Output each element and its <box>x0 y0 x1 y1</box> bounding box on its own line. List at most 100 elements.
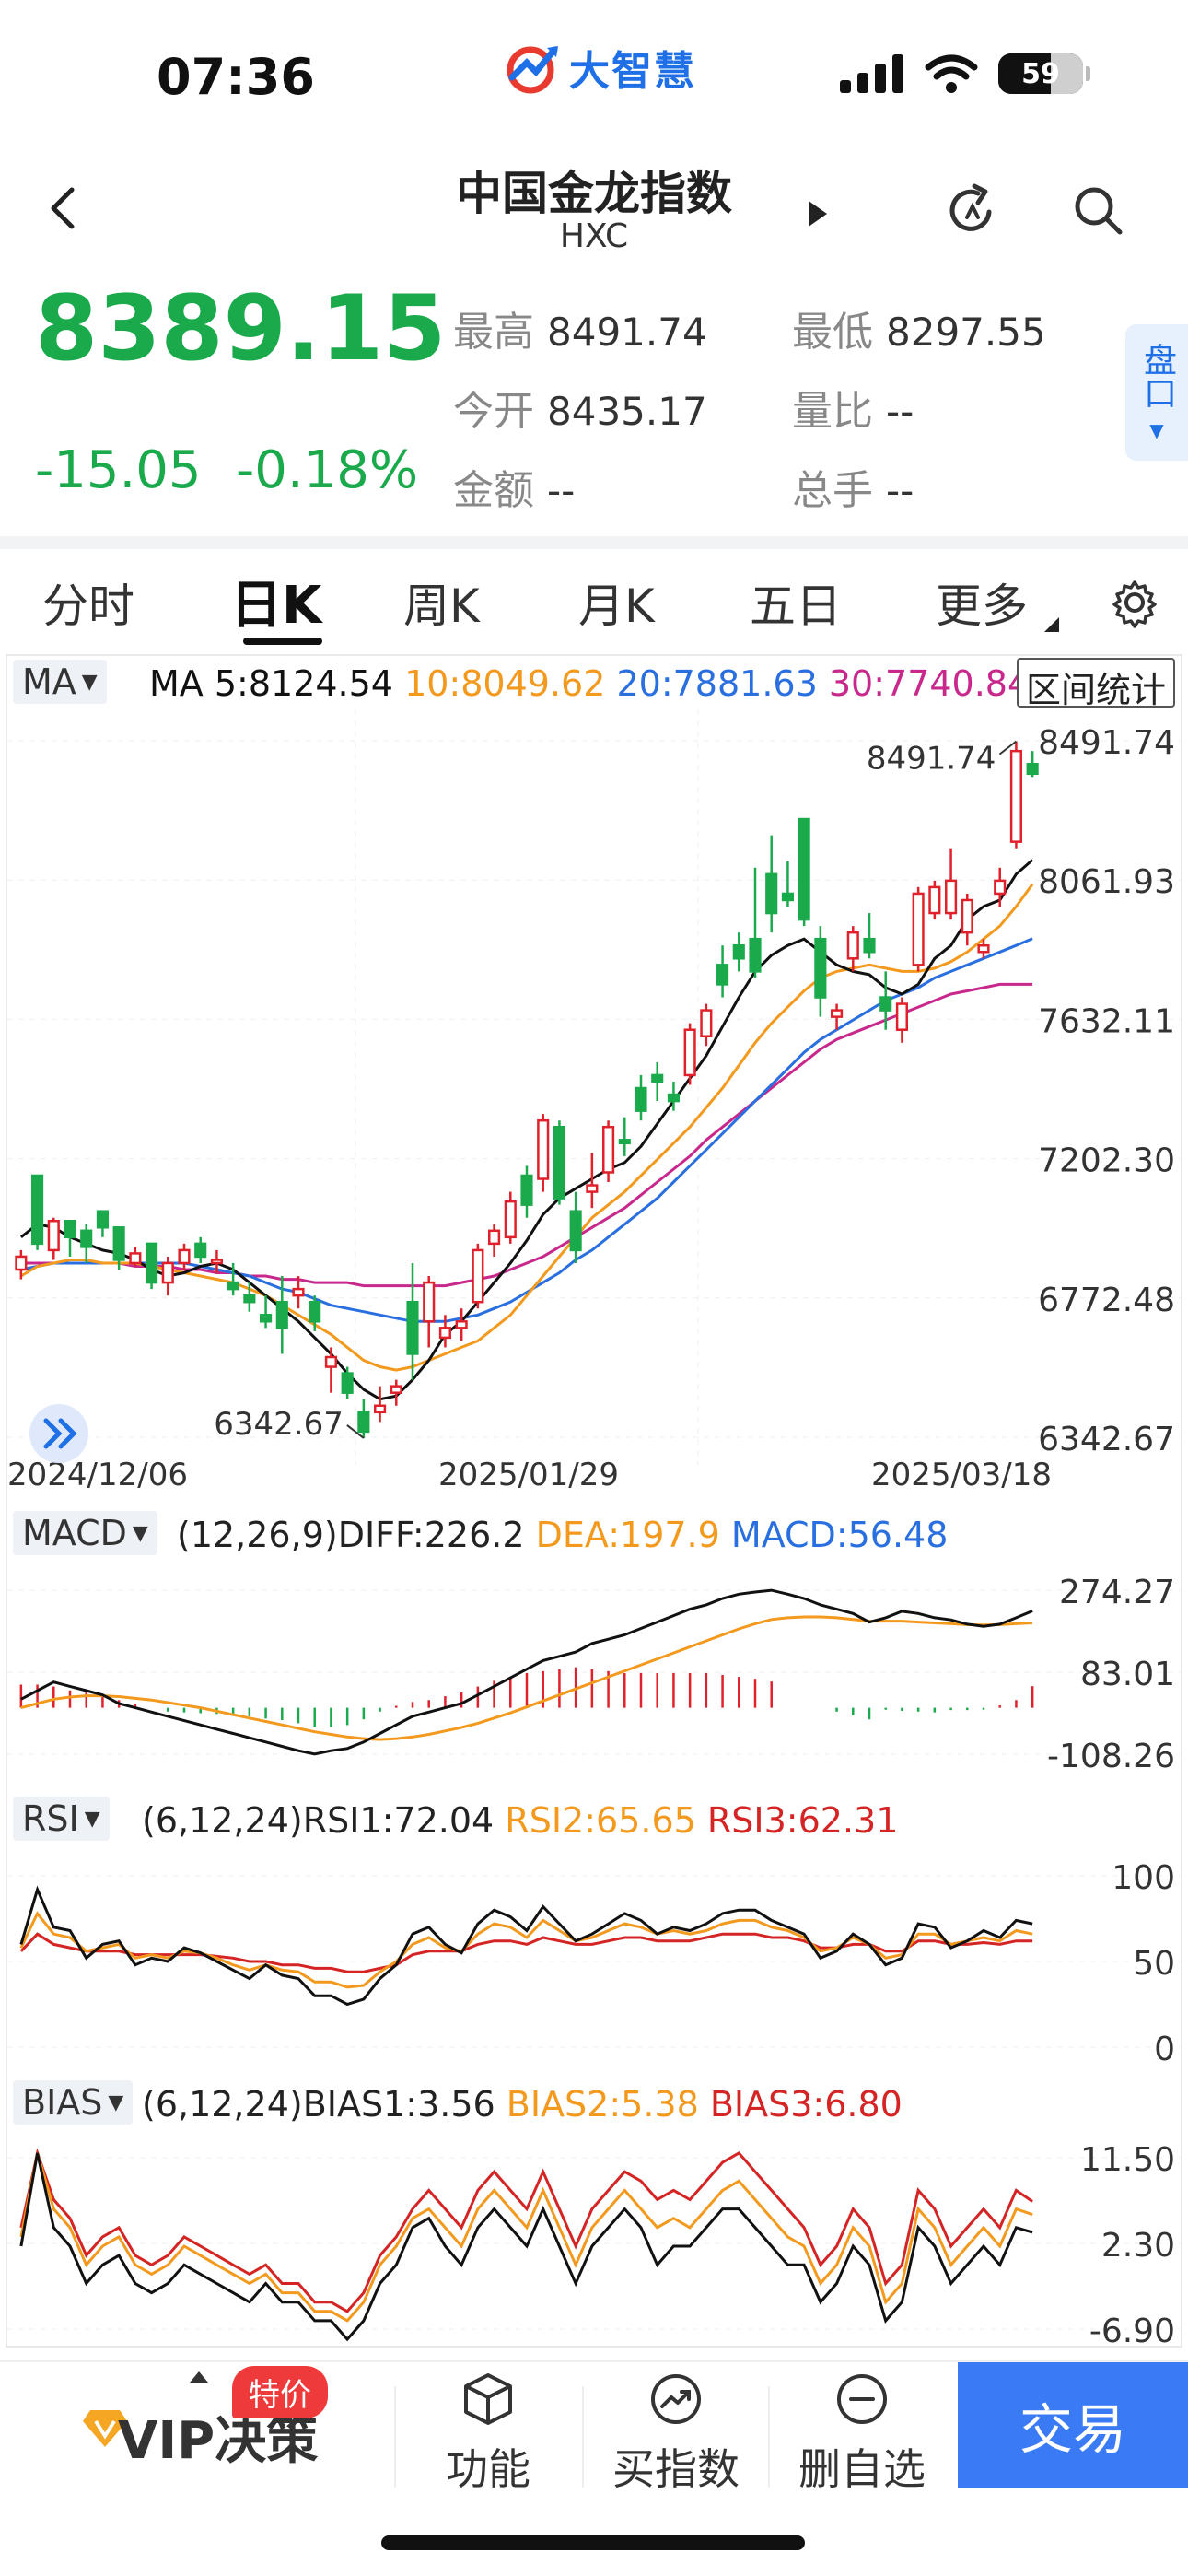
bottom-separator <box>768 2386 770 2488</box>
y-tick-label: 0 <box>1154 2031 1175 2067</box>
bias-indicator-selector[interactable]: BIAS ▼ <box>13 2080 134 2125</box>
trade-button[interactable]: 交易 <box>958 2362 1188 2488</box>
cube-icon <box>464 2373 512 2425</box>
search-icon[interactable] <box>1068 181 1127 240</box>
candle <box>618 1139 631 1145</box>
candle <box>1026 762 1039 776</box>
candle <box>178 1248 191 1265</box>
range-stats-button[interactable]: 区间统计 <box>1017 658 1176 710</box>
ma-values: MA 5:8124.54 10:8049.62 20:7881.63 30:77… <box>149 663 1030 704</box>
candle <box>831 1009 844 1018</box>
candle <box>749 937 762 973</box>
candle <box>569 1210 582 1252</box>
candle <box>602 1125 615 1174</box>
stat-low-value: 8297.55 <box>886 310 1046 355</box>
app-logo: 大智慧 <box>505 37 696 98</box>
order-book-tab[interactable]: 盘口 ▼ <box>1125 324 1188 461</box>
x-date-label: 2025/01/29 <box>438 1457 619 1493</box>
candle <box>455 1320 468 1329</box>
y-tick-label: 50 <box>1133 1945 1175 1983</box>
status-time: 07:36 <box>157 48 315 106</box>
macd-chart: 274.27 83.01 -108.26 <box>7 1574 1181 1775</box>
y-tick-label: 2.30 <box>1101 2227 1175 2265</box>
bottom-separator <box>394 2386 396 2488</box>
min-marker <box>346 1424 365 1439</box>
bias2-value: BIAS2:5.38 <box>506 2084 699 2125</box>
candle <box>814 937 827 999</box>
rsi-params: (6,12,24) <box>142 1800 303 1841</box>
candle <box>406 1300 419 1355</box>
bias1-value: BIAS1:3.56 <box>302 2084 495 2125</box>
candle <box>472 1248 484 1304</box>
refresh-icon[interactable] <box>943 181 1002 240</box>
price-change: -15.05 <box>35 440 202 500</box>
y-tick-label: 6342.67 <box>1038 1421 1175 1458</box>
candle <box>667 1093 680 1103</box>
candle <box>651 1073 664 1083</box>
tab-monthly-k[interactable]: 月K <box>578 580 655 633</box>
back-arrow-icon[interactable] <box>37 181 92 236</box>
battery-level: 59 <box>1021 57 1060 90</box>
remove-watchlist-button[interactable]: 删自选 <box>779 2371 945 2497</box>
brand-name: 大智慧 <box>569 48 696 95</box>
vip-decision-button[interactable]: VIP决策 <box>118 2411 319 2471</box>
max-marker <box>998 740 1018 755</box>
candle <box>635 1086 647 1112</box>
trend-circle-icon <box>651 2374 701 2424</box>
candle <box>260 1314 273 1323</box>
candle <box>292 1287 305 1297</box>
macd-indicator-selector[interactable]: MACD ▼ <box>13 1511 157 1555</box>
ma20-value: 20:7881.63 <box>616 663 818 704</box>
tab-five-day[interactable]: 五日 <box>750 580 842 633</box>
kline-chart[interactable]: 8491.74 8061.93 7632.11 7202.30 6772.48 6342.… <box>7 709 1181 1502</box>
function-label: 功能 <box>446 2444 530 2494</box>
tab-weekly-k[interactable]: 周K <box>403 580 480 633</box>
caret-down-icon: ▼ <box>1149 419 1164 441</box>
tab-daily-k[interactable]: 日K <box>230 576 322 636</box>
candle <box>945 879 958 915</box>
y-tick-label: 11.50 <box>1080 2141 1175 2179</box>
candle <box>700 1009 713 1037</box>
candle <box>961 898 973 934</box>
dropdown-caret-icon: ▼ <box>108 2090 124 2114</box>
dropdown-caret-icon: ▼ <box>84 1807 100 1831</box>
max-price-label: 8491.74 <box>867 741 996 778</box>
ma-indicator-selector[interactable]: MA ▼ <box>13 660 107 704</box>
candle <box>275 1300 288 1329</box>
stat-open: 今开 8435.17 <box>453 378 707 437</box>
candle <box>243 1294 256 1304</box>
bias3-value: BIAS3:6.80 <box>709 2084 903 2125</box>
page-title: 中国金龙指数 <box>456 167 732 220</box>
bias1-line <box>19 2152 1033 2342</box>
rsi1-line <box>19 1885 1033 2007</box>
rsi2-value: RSI2:65.65 <box>505 1800 696 1841</box>
function-button[interactable]: 功能 <box>405 2371 571 2497</box>
candle <box>161 1261 174 1284</box>
candle <box>341 1372 354 1394</box>
double-chevron-right-icon <box>43 1418 77 1449</box>
candle <box>112 1226 125 1261</box>
candle <box>488 1229 501 1246</box>
y-tick-label: 7632.11 <box>1038 1002 1175 1040</box>
candle <box>80 1229 93 1248</box>
gear-icon[interactable] <box>1109 577 1160 628</box>
candle <box>324 1355 337 1368</box>
tab-more[interactable]: 更多 <box>936 580 1028 633</box>
candle <box>129 1252 142 1265</box>
bias-params: (6,12,24) <box>142 2084 303 2125</box>
remove-watchlist-label: 删自选 <box>798 2444 926 2494</box>
home-indicator <box>381 2535 805 2550</box>
candle <box>15 1255 28 1271</box>
next-index-icon[interactable] <box>803 197 831 230</box>
buy-index-button[interactable]: 买指数 <box>593 2371 759 2497</box>
y-tick-label: 83.01 <box>1080 1656 1175 1693</box>
wifi-icon <box>925 54 978 93</box>
tab-intraday[interactable]: 分时 <box>42 580 134 633</box>
stat-high-label: 最高 <box>453 309 534 356</box>
rsi-indicator-selector[interactable]: RSI ▼ <box>13 1797 110 1841</box>
price-change-pct: -0.18% <box>236 440 419 500</box>
ma-tag-label: MA <box>22 662 76 702</box>
expand-button[interactable] <box>29 1404 88 1463</box>
index-code: HXC <box>559 217 629 255</box>
candle <box>798 817 810 921</box>
